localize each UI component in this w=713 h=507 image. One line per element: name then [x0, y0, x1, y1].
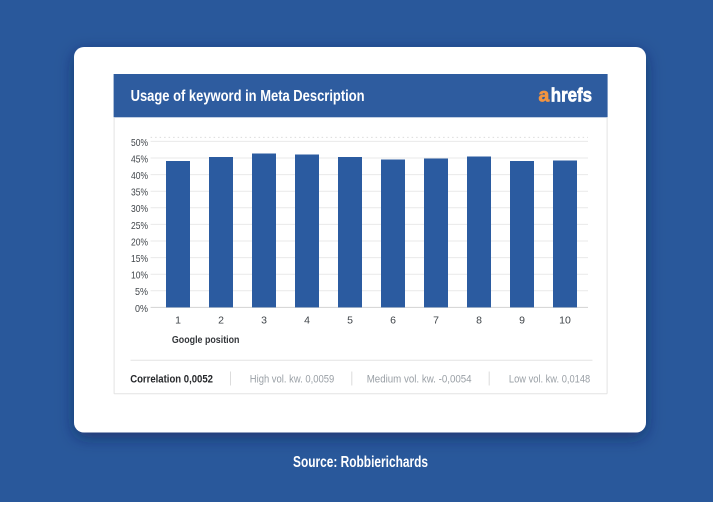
- svg-text:5%: 5%: [135, 286, 148, 298]
- svg-text:Source: Robbierichards: Source: Robbierichards: [293, 454, 428, 471]
- svg-text:Low vol. kw. 0,0148: Low vol. kw. 0,0148: [509, 373, 590, 385]
- svg-text:0%: 0%: [135, 303, 148, 315]
- svg-text:5: 5: [347, 315, 353, 327]
- svg-text:30%: 30%: [131, 203, 148, 215]
- svg-text:8: 8: [476, 315, 482, 327]
- svg-text:Correlation 0,0052: Correlation 0,0052: [130, 373, 213, 385]
- svg-text:4: 4: [304, 315, 310, 327]
- svg-text:High vol. kw. 0,0059: High vol. kw. 0,0059: [250, 373, 334, 385]
- svg-text:a: a: [539, 84, 551, 106]
- svg-text:40%: 40%: [131, 170, 148, 182]
- svg-text:1: 1: [175, 315, 181, 327]
- svg-text:Google position: Google position: [172, 334, 240, 346]
- svg-text:35%: 35%: [131, 187, 148, 199]
- svg-text:45%: 45%: [131, 153, 148, 165]
- svg-text:3: 3: [261, 315, 267, 327]
- svg-text:7: 7: [433, 315, 439, 327]
- svg-text:2: 2: [218, 315, 224, 327]
- svg-text:25%: 25%: [131, 220, 148, 232]
- svg-text:Usage of keyword in Meta Descr: Usage of keyword in Meta Description: [131, 88, 365, 105]
- svg-text:15%: 15%: [131, 253, 148, 265]
- svg-text:hrefs: hrefs: [551, 84, 592, 106]
- svg-text:6: 6: [390, 315, 396, 327]
- svg-text:20%: 20%: [131, 236, 148, 248]
- svg-text:50%: 50%: [131, 137, 148, 149]
- svg-text:10: 10: [559, 315, 571, 327]
- svg-text:10%: 10%: [131, 270, 148, 282]
- svg-text:Medium vol. kw. -0,0054: Medium vol. kw. -0,0054: [367, 373, 472, 385]
- svg-text:9: 9: [519, 315, 525, 327]
